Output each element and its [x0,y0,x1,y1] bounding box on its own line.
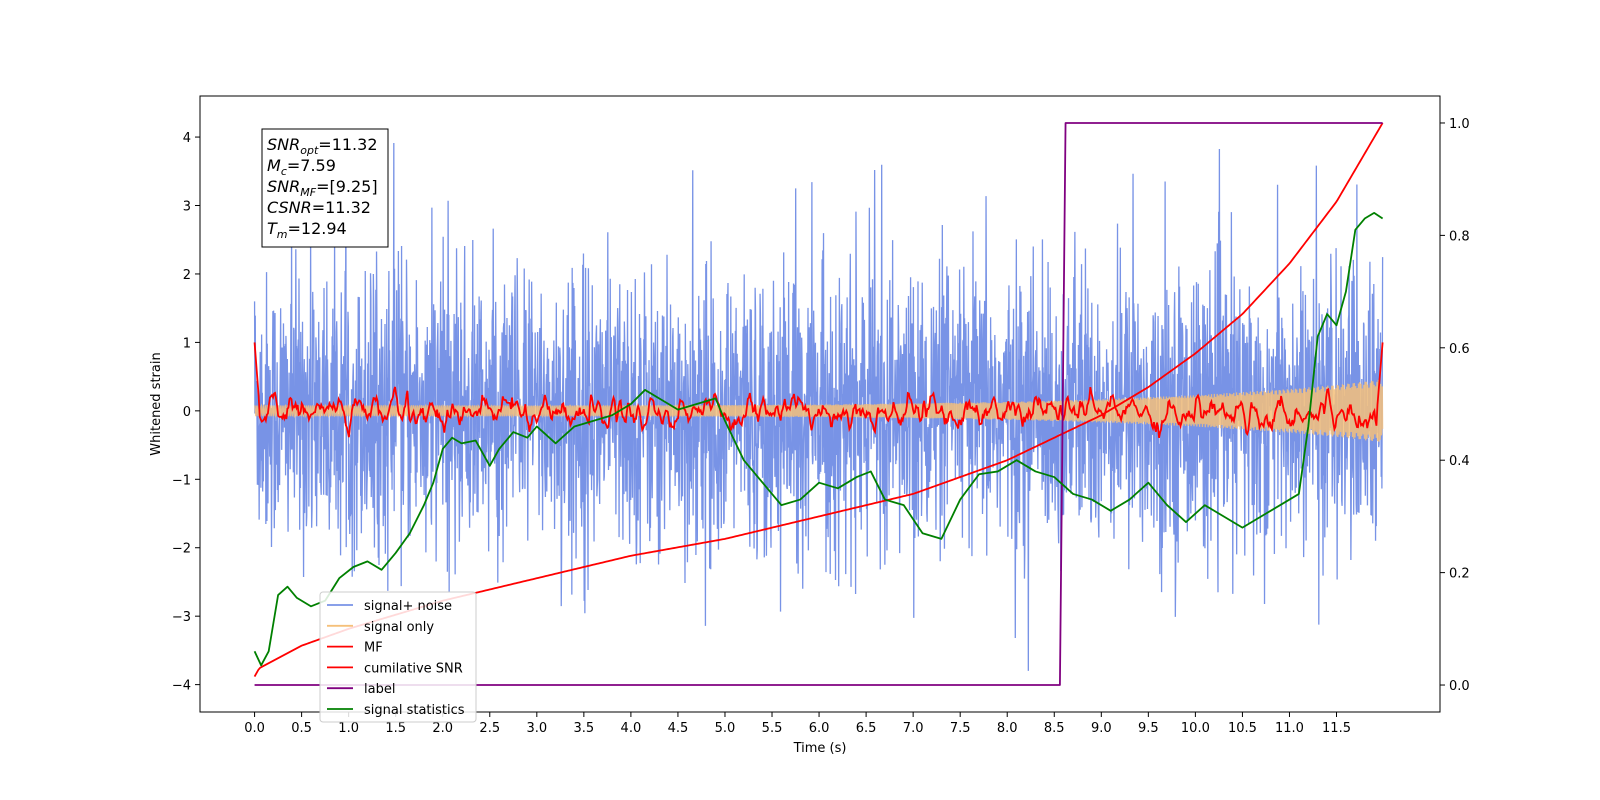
x-tick-label: 0.0 [244,721,265,736]
x-tick-label: 3.0 [526,721,547,736]
y-axis-left-label: Whitened strain [149,352,164,455]
annotation-line: Mc=7.59 [267,156,336,178]
y-right-tick-label: 0.4 [1449,454,1470,469]
y-right-tick-label: 0.6 [1449,342,1470,357]
legend-label: signal statistics [364,703,465,718]
x-tick-label: 7.0 [903,721,924,736]
x-axis: 0.0 0.5 1.0 1.5 2.0 2.5 3.0 3.5 4.0 4.5 5.0 5.5 6.0 6… [244,712,1351,736]
x-axis-label: Time (s) [793,741,847,756]
y-right-tick-label: 0.0 [1449,679,1470,694]
y-axis-left: 4 3 2 1 0 −1 −2 −3 −4 [172,131,200,694]
annotation-line: CSNR=11.32 [267,198,371,217]
annotation-frame [261,128,389,248]
x-tick-label: 6.0 [809,721,830,736]
y-left-tick-label: 2 [183,268,191,283]
x-tick-label: 4.0 [621,721,642,736]
x-tick-label: 9.0 [1091,721,1112,736]
series-mf [253,342,1384,438]
y-left-tick-label: −1 [172,473,191,488]
x-tick-label: 5.0 [715,721,736,736]
x-tick-label: 1.0 [338,721,359,736]
legend-label: cumilative SNR [364,661,463,676]
y-left-tick-label: −4 [172,679,191,694]
x-tick-label: 11.0 [1275,721,1304,736]
series-signal-statistics [253,212,1384,667]
x-tick-label: 7.5 [950,721,971,736]
x-tick-label: 2.0 [432,721,453,736]
legend-label: signal+ noise [364,599,452,614]
y-left-tick-label: 4 [183,131,191,146]
y-left-tick-label: −3 [172,610,191,625]
plot-frame [199,95,1441,713]
x-tick-label: 11.5 [1322,721,1351,736]
series-signal-plus-noise [253,143,1384,671]
x-tick-label: 1.5 [385,721,406,736]
x-tick-label: 8.0 [997,721,1018,736]
x-tick-label: 8.5 [1044,721,1065,736]
x-tick-label: 3.5 [574,721,595,736]
x-tick-label: 10.5 [1228,721,1257,736]
y-left-tick-label: 1 [183,336,191,351]
x-tick-label: 2.5 [479,721,500,736]
y-right-tick-label: 0.8 [1449,229,1470,244]
y-right-tick-label: 0.2 [1449,567,1470,582]
annotation-box: SNRopt=11.32Mc=7.59SNRMF=[9.25]CSNR=11.3… [261,128,389,248]
x-tick-label: 6.5 [856,721,877,736]
annotation-line: Tm=12.94 [267,219,347,241]
legend-label: label [364,682,395,697]
x-tick-label: 4.5 [668,721,689,736]
x-tick-label: 5.5 [762,721,783,736]
x-tick-label: 9.5 [1138,721,1159,736]
y-left-tick-label: 3 [183,200,191,215]
annotation-line: SNRopt=11.32 [267,135,378,157]
y-right-tick-label: 1.0 [1449,117,1470,132]
y-axis-right: 1.0 0.8 0.6 0.4 0.2 0.0 [1440,117,1470,694]
y-left-tick-label: 0 [183,405,191,420]
x-tick-label: 10.0 [1181,721,1210,736]
legend: signal+ noise signal only MF cumilative SNR… [319,591,477,723]
annotation-line: SNRMF=[9.25] [267,177,378,199]
legend-label: signal only [364,620,434,635]
legend-frame [319,591,477,723]
legend-label: MF [364,641,383,656]
series-label [254,122,1383,686]
y-left-tick-label: −2 [172,542,191,557]
x-tick-label: 0.5 [291,721,312,736]
